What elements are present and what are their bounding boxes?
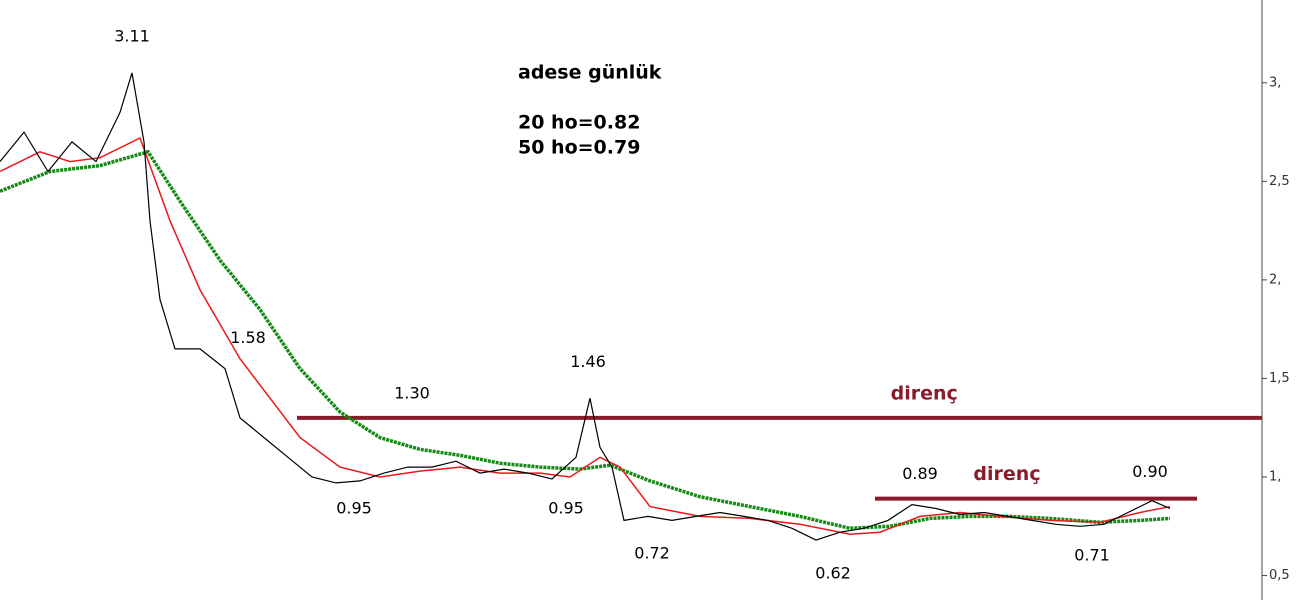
y-tick-label: 2,5 — [1269, 174, 1290, 189]
y-tick-label: 2, — [1269, 272, 1281, 287]
low-label: 0.95 — [548, 498, 584, 517]
high-label: 0.90 — [1132, 462, 1168, 481]
high-label: 3.11 — [114, 27, 150, 46]
series-line — [0, 149, 1171, 531]
series-line — [0, 72, 1171, 541]
info-line: 20 ho=0.82 — [518, 112, 640, 134]
y-tick-label: 3, — [1269, 75, 1281, 90]
high-label: 0.89 — [902, 464, 938, 483]
y-tick-label: 0,5 — [1269, 568, 1290, 583]
y-tick-label: 1, — [1269, 470, 1281, 485]
high-label: 1.58 — [230, 328, 266, 347]
low-label: 0.62 — [815, 563, 851, 582]
high-label: 1.46 — [570, 352, 606, 371]
info-line: 50 ho=0.79 — [518, 137, 640, 159]
low-label: 0.71 — [1074, 546, 1110, 565]
low-label: 0.95 — [336, 498, 372, 517]
resistance-label: direnç — [973, 463, 1040, 485]
chart-title: adese günlük — [518, 62, 662, 84]
resistance-label: direnç — [891, 382, 958, 404]
y-tick-label: 1,5 — [1269, 371, 1290, 386]
high-label: 1.30 — [394, 383, 430, 402]
low-label: 0.72 — [634, 544, 670, 563]
